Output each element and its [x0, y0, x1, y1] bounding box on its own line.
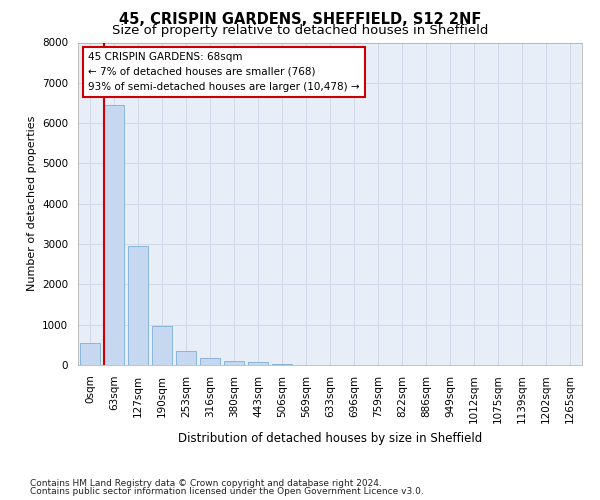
Text: 45 CRISPIN GARDENS: 68sqm
← 7% of detached houses are smaller (768)
93% of semi-: 45 CRISPIN GARDENS: 68sqm ← 7% of detach… — [88, 52, 360, 92]
Text: Contains public sector information licensed under the Open Government Licence v3: Contains public sector information licen… — [30, 487, 424, 496]
Bar — [224, 360, 244, 365]
Text: Contains HM Land Registry data © Crown copyright and database right 2024.: Contains HM Land Registry data © Crown c… — [30, 479, 382, 488]
Text: Size of property relative to detached houses in Sheffield: Size of property relative to detached ho… — [112, 24, 488, 37]
Bar — [176, 352, 196, 365]
Bar — [272, 364, 292, 365]
Bar — [200, 358, 220, 365]
Y-axis label: Number of detached properties: Number of detached properties — [26, 116, 37, 292]
Bar — [128, 246, 148, 365]
Text: 45, CRISPIN GARDENS, SHEFFIELD, S12 2NF: 45, CRISPIN GARDENS, SHEFFIELD, S12 2NF — [119, 12, 481, 28]
Bar — [80, 343, 100, 365]
Bar — [248, 362, 268, 365]
Bar — [104, 105, 124, 365]
X-axis label: Distribution of detached houses by size in Sheffield: Distribution of detached houses by size … — [178, 432, 482, 445]
Bar — [152, 326, 172, 365]
